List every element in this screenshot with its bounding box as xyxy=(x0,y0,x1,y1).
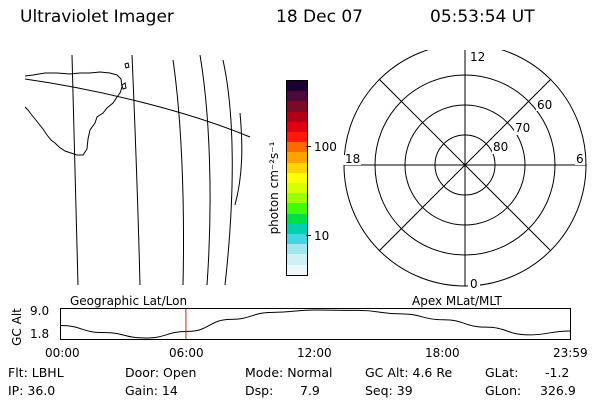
colorbar-band xyxy=(287,223,307,235)
colorbar-band xyxy=(287,172,307,184)
gc-alt-max-label: 9.0 xyxy=(30,304,50,318)
colorbar-band xyxy=(287,213,307,224)
colorbar-tick-10: 10 xyxy=(314,229,330,243)
colorbar-band xyxy=(287,183,307,194)
island xyxy=(124,62,130,69)
filter-info: Flt: LBHL xyxy=(8,365,64,380)
gc-alt-info: GC Alt: 4.6 Re xyxy=(365,365,453,380)
time-label: 05:53:54 UT xyxy=(430,7,535,27)
mlt-label-18: 18 xyxy=(345,152,360,166)
ip-info: IP: 36.0 xyxy=(8,383,56,398)
gc-alt-axis-title: GC Alt xyxy=(10,308,24,346)
colorbar-tick-100: 100 xyxy=(314,140,337,154)
colorbar-band xyxy=(287,111,307,122)
glat-label: GLat: xyxy=(485,365,519,380)
mlt-label-6: 6 xyxy=(576,152,584,166)
glat-value: -1.2 xyxy=(545,365,570,380)
color-scale-bar xyxy=(286,80,308,276)
geographic-latlon-label: Geographic Lat/Lon xyxy=(70,294,188,308)
glon-value: 326.9 xyxy=(540,383,576,398)
colorbar-band xyxy=(287,132,307,143)
gc-alt-min-label: 1.8 xyxy=(30,327,50,341)
x-tick-label: 12:00 xyxy=(297,346,332,360)
x-tick-label: 23:59 xyxy=(553,346,588,360)
x-tick-label: 00:00 xyxy=(45,346,80,360)
geographic-map xyxy=(25,55,251,285)
coastline xyxy=(25,71,123,156)
colorbar-band xyxy=(287,203,307,214)
x-tick-label: 06:00 xyxy=(169,346,204,360)
timeline-frame xyxy=(60,308,571,340)
mlat-label-70: 70 xyxy=(515,121,530,135)
app-title: Ultraviolet Imager xyxy=(20,7,174,27)
tick-mark-10 xyxy=(306,235,311,236)
seq-info: Seq: 39 xyxy=(365,383,413,398)
colorbar-band xyxy=(287,101,307,112)
altitude-series-line xyxy=(60,309,571,339)
altitude-timeline-chart xyxy=(60,308,571,340)
colorbar-band xyxy=(287,81,307,92)
glon-label: GLon: xyxy=(485,383,522,398)
date-label: 18 Dec 07 xyxy=(276,7,363,27)
mode-info: Mode: Normal xyxy=(245,365,333,380)
colorbar-band xyxy=(287,244,307,255)
door-info: Door: Open xyxy=(125,365,197,380)
polar-plot: 12 0 18 6 60 70 80 xyxy=(343,50,587,290)
mlt-label-0: 0 xyxy=(470,277,478,290)
colorbar-band xyxy=(287,121,307,133)
gain-info: Gain: 14 xyxy=(125,383,178,398)
x-tick-label: 18:00 xyxy=(425,346,460,360)
colorbar-band xyxy=(287,142,307,153)
colorbar-band xyxy=(287,162,307,173)
colorbar-unit-label: photon cm⁻²s⁻¹ xyxy=(267,141,281,235)
colorbar-band xyxy=(287,91,307,102)
colorbar-band xyxy=(287,234,307,245)
mlat-label-80: 80 xyxy=(493,140,508,154)
tick-mark-100 xyxy=(306,146,311,147)
mlat-label-60: 60 xyxy=(537,98,552,112)
dsp-value: 7.9 xyxy=(300,383,320,398)
apex-mlat-mlt-label: Apex MLat/MLT xyxy=(412,294,502,308)
colorbar-band xyxy=(287,193,307,204)
colorbar-band xyxy=(287,254,307,265)
dsp-label: Dsp: xyxy=(245,383,274,398)
colorbar-band xyxy=(287,152,307,163)
mlt-label-12: 12 xyxy=(470,50,485,64)
colorbar-band xyxy=(287,264,307,275)
